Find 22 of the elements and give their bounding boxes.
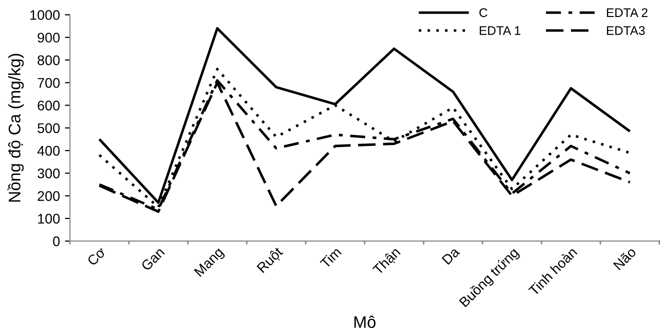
y-tick-label: 800 xyxy=(38,55,60,66)
x-tick-label: Da xyxy=(442,246,460,265)
y-tick-label: 0 xyxy=(53,236,60,246)
y-tick-label: 100 xyxy=(38,214,60,224)
y-tick-label: 600 xyxy=(38,100,60,110)
x-tick-label: Gan xyxy=(140,246,165,272)
y-tick-label: 200 xyxy=(38,191,60,201)
x-tick-label: Tim xyxy=(319,246,342,269)
y-tick-label: 900 xyxy=(38,32,60,43)
legend-label: EDTA 1 xyxy=(480,26,520,35)
y-tick-label: 500 xyxy=(38,123,60,134)
y-tick-label: 300 xyxy=(38,168,60,178)
legend-label: EDTA3 xyxy=(606,26,645,35)
y-axis-title: Nồng độ Ca (mg/kg) xyxy=(7,54,24,202)
y-tick-label: 400 xyxy=(37,146,60,156)
legend-label: EDTA 2 xyxy=(606,8,648,17)
legend-label: C xyxy=(479,8,488,18)
x-tick-label: Não xyxy=(612,246,637,270)
x-axis-title: Mô xyxy=(354,316,376,328)
y-tick-label: 1000 xyxy=(30,10,60,20)
y-tick-label: 700 xyxy=(38,78,60,88)
x-tick-label: Cơ xyxy=(86,246,106,266)
